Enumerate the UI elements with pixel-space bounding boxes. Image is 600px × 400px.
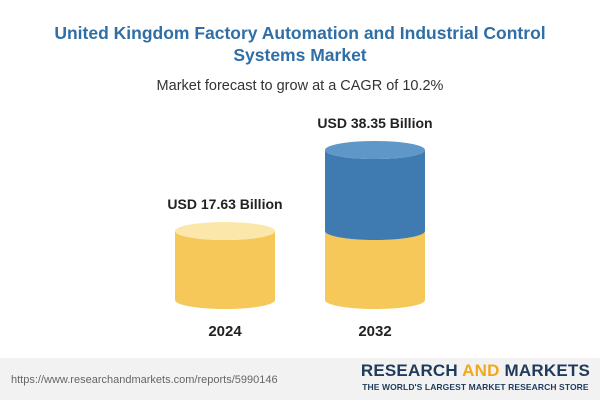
footer-bar <box>0 358 600 400</box>
bar-2024-top <box>175 222 275 241</box>
category-label-2024: 2024 <box>208 323 242 340</box>
bar-2024-base <box>175 231 275 309</box>
brand-tagline: THE WORLD'S LARGEST MARKET RESEARCH STOR… <box>362 382 589 392</box>
value-label-2032: USD 38.35 Billion <box>317 115 432 131</box>
cylinder-chart: USD 17.63 Billion 2024 USD 38.35 Billion 20… <box>167 115 432 340</box>
category-label-2032: 2032 <box>358 323 391 340</box>
brand-logo: RESEARCH AND MARKETS THE WORLD'S LARGEST… <box>361 361 590 392</box>
bar-2032-top <box>325 141 425 159</box>
chart-title: United Kingdom Factory Automation and In… <box>54 23 546 65</box>
chart-subtitle: Market forecast to grow at a CAGR of 10.… <box>156 78 444 94</box>
value-label-2024: USD 17.63 Billion <box>167 196 282 212</box>
bar-2032-base <box>325 231 425 309</box>
bar-2032-growth <box>325 150 425 241</box>
brand-name: RESEARCH AND MARKETS <box>360 361 590 380</box>
source-url[interactable]: https://www.researchandmarkets.com/repor… <box>11 374 278 386</box>
